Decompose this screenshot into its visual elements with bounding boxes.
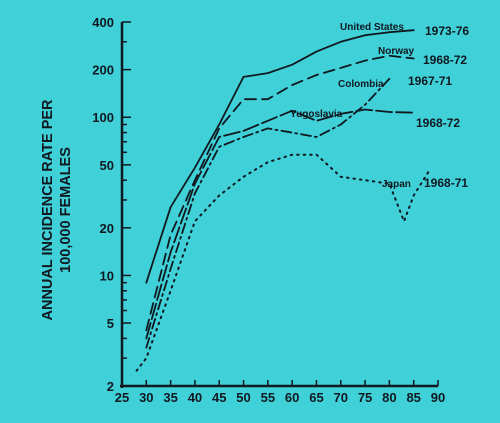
y-tick-label: 10 [100,268,114,283]
y-tick-label: 400 [92,15,114,30]
x-tick-label: 50 [236,390,250,405]
series-years-yugoslavia: 1968-72 [416,116,460,130]
y-tick-label: 200 [92,63,114,78]
y-tick-label: 5 [107,316,114,331]
y-tick-labels: 2 5 10 20 50 100 200 400 [92,15,114,394]
series-line-yugoslavia [145,108,415,340]
ylabel-line-2: 100,000 FEMALES [58,147,74,273]
x-tick-label: 45 [212,390,226,405]
y-axis-title: ANNUAL INCIDENCE RATE PER 100,000 FEMALE… [40,99,74,321]
series-name-japan: Japan [382,179,411,190]
series-lines [135,29,430,372]
x-tick-label: 90 [431,390,445,405]
x-tick-label: 65 [309,390,323,405]
axes [120,21,439,388]
y-tick-label: 20 [100,221,114,236]
y-tick-label: 50 [100,158,114,173]
series-name-united-states: United States [340,22,404,33]
x-tick-label: 75 [358,390,372,405]
series-name-norway: Norway [378,46,415,57]
y-tick-label: 2 [107,379,114,394]
x-tick-label: 70 [334,390,348,405]
x-tick-label: 60 [285,390,299,405]
series-years-colombia: 1967-71 [408,74,452,88]
x-tick-label: 30 [139,390,153,405]
x-tick-labels: 25 30 35 40 45 50 55 60 65 70 75 80 85 90 [115,390,445,405]
series-years-united-states: 1973-76 [425,24,469,38]
series-line-norway [145,54,415,332]
series-line-united-states [145,29,415,284]
series-years-norway: 1968-72 [423,53,467,67]
x-tick-label: 80 [382,390,396,405]
series-line-colombia [145,77,391,349]
y-tick-label: 100 [92,110,114,125]
series-line-japan [135,153,430,372]
series-name-colombia: Colombia [338,79,384,90]
x-tick-label: 85 [406,390,420,405]
x-tick-label: 35 [163,390,177,405]
x-tick-label: 25 [115,390,129,405]
series-labels: United States 1973-76 Norway 1968-72 Colombi… [290,22,469,190]
x-tick-label: 40 [188,390,202,405]
x-tick-label: 55 [261,390,275,405]
series-name-yugoslavia: Yugoslavia [290,109,343,120]
ylabel-line-1: ANNUAL INCIDENCE RATE PER [40,99,56,321]
series-years-japan: 1968-71 [424,176,468,190]
